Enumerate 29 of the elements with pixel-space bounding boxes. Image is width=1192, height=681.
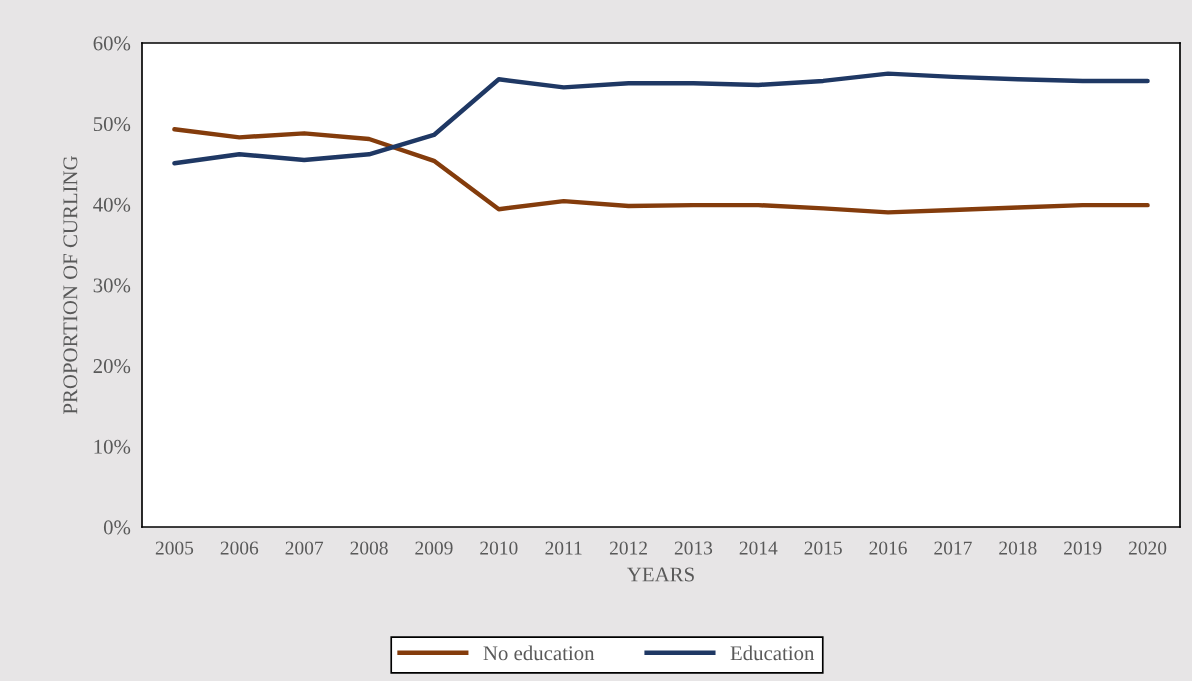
x-tick-label: 2008 <box>350 541 388 555</box>
y-tick-label: 20% <box>93 359 131 374</box>
y-axis-title: PROPORTION OF CURLING <box>63 156 78 414</box>
y-tick-label: 40% <box>93 197 131 212</box>
line-series <box>172 71 1150 166</box>
x-tick-label: 2011 <box>545 541 582 555</box>
y-tick-label: 30% <box>93 278 131 293</box>
y-tick-label: 10% <box>94 439 131 454</box>
y-tick-label: 0% <box>103 520 131 535</box>
x-tick-label: 2007 <box>285 541 324 555</box>
x-tick-label: 2010 <box>480 541 518 555</box>
y-tick-label: 50% <box>93 117 131 132</box>
x-tick-label: 2020 <box>1128 541 1167 555</box>
y-tick-label: 60% <box>93 36 131 51</box>
x-tick-label: 2006 <box>220 541 259 555</box>
x-axis-title: YEARS <box>627 567 694 582</box>
x-tick-label: 2018 <box>999 541 1037 555</box>
legend-label: No education <box>483 645 595 661</box>
legend-label: Education <box>730 645 815 661</box>
x-tick-label: 2005 <box>155 541 194 555</box>
x-tick-label: 2013 <box>674 541 713 555</box>
x-tick-label: 2017 <box>934 541 972 555</box>
line-series <box>172 127 1150 215</box>
x-tick-label: 2019 <box>1064 541 1102 555</box>
x-tick-label: 2009 <box>415 541 453 555</box>
x-tick-label: 2016 <box>869 541 907 555</box>
x-tick-label: 2015 <box>804 541 842 555</box>
x-tick-label: 2014 <box>739 541 778 555</box>
x-tick-label: 2012 <box>609 541 647 555</box>
